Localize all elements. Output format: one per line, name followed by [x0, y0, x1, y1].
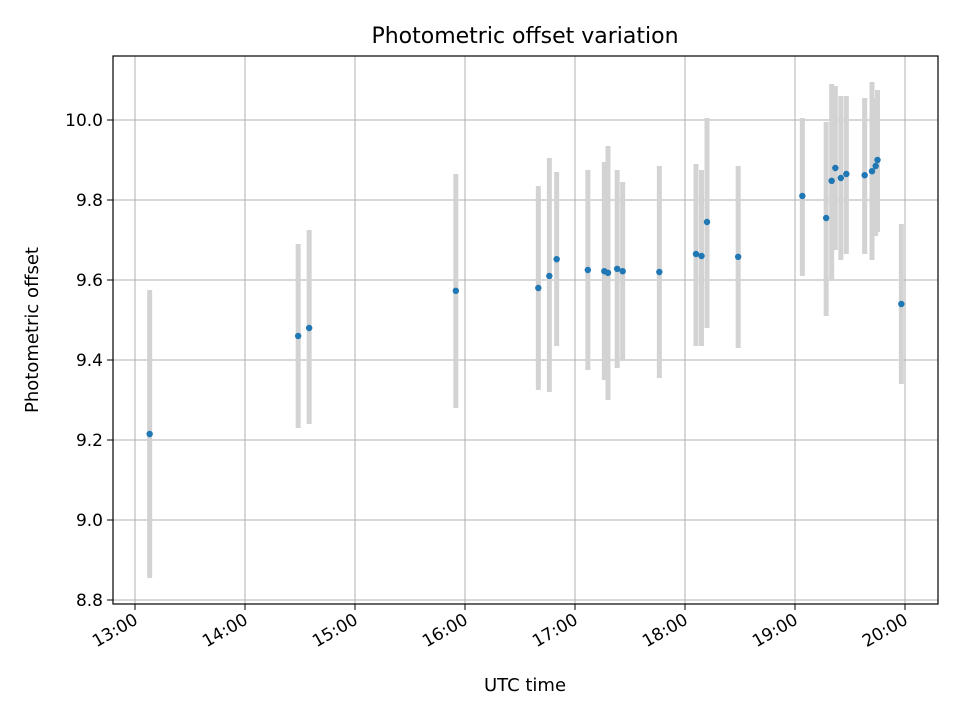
data-point [698, 252, 705, 260]
data-point [872, 162, 879, 170]
x-tick-label: 14:00 [199, 610, 251, 652]
y-tick-label: 9.2 [76, 431, 103, 451]
y-tick-label: 9.0 [76, 511, 103, 531]
x-axis-label: UTC time [484, 675, 566, 696]
data-point [584, 266, 592, 274]
data-point [703, 218, 711, 226]
x-tick-label: 13:00 [89, 610, 141, 652]
data-point [799, 192, 806, 200]
data-point [656, 268, 663, 276]
x-tick-label: 20:00 [859, 610, 911, 652]
x-tick-label: 15:00 [309, 610, 361, 652]
y-tick-label: 9.4 [76, 351, 103, 371]
plot-frame [112, 55, 939, 605]
data-point [613, 265, 621, 272]
data-point [828, 177, 835, 184]
grid [113, 56, 938, 604]
y-axis-label: Photometric offset [22, 247, 43, 413]
data-point [692, 250, 700, 258]
data-point [843, 170, 850, 178]
data-point [604, 269, 612, 276]
data-point [535, 284, 542, 292]
y-tick-label: 8.8 [76, 591, 103, 611]
data-point [822, 214, 830, 222]
y-tick-label: 9.6 [76, 271, 103, 291]
data-point [146, 430, 153, 438]
y-tick-label: 9.8 [76, 191, 103, 211]
data-point [452, 287, 460, 294]
data-point [294, 332, 302, 340]
data-point [553, 256, 560, 263]
data-point [734, 253, 742, 260]
data-point [874, 156, 881, 164]
y-tick-label: 10.0 [65, 111, 103, 131]
chart-title: Photometric offset variation [371, 24, 678, 49]
data-points [146, 156, 905, 438]
x-tick-label: 17:00 [529, 610, 581, 652]
error-bars [147, 82, 904, 578]
x-tick-label: 16:00 [419, 610, 471, 652]
data-point [837, 174, 845, 182]
x-tick-label: 18:00 [639, 610, 691, 652]
data-point [868, 168, 876, 175]
data-point [861, 172, 868, 179]
data-point [546, 272, 553, 280]
data-point [898, 300, 905, 308]
data-point [832, 164, 839, 172]
x-tick-label: 19:00 [749, 610, 801, 652]
data-point [305, 324, 313, 332]
data-point [619, 268, 626, 275]
ticks: 13:00 14:00 15:00 16:00 17:00 18:00 19:00 20:00… [65, 111, 911, 652]
